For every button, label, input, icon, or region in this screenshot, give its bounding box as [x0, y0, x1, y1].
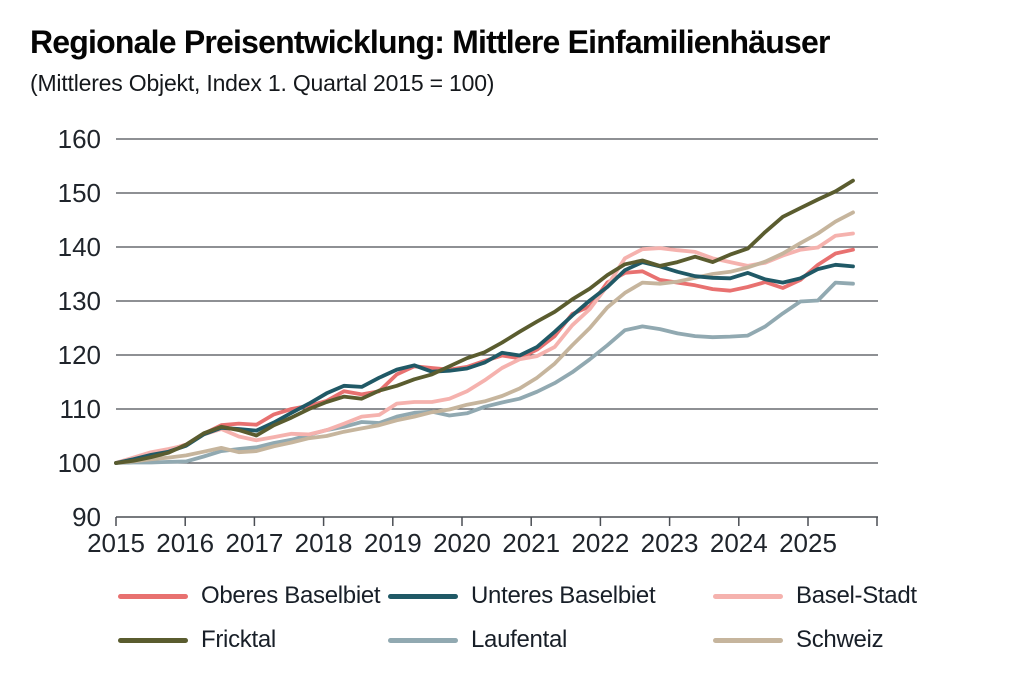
x-tick-label-2020: 2020 [433, 528, 491, 558]
x-tick-label-2019: 2019 [364, 528, 422, 558]
series-line-fricktal [114, 178, 855, 465]
y-tick-label-110: 110 [60, 394, 101, 424]
y-tick-label-90: 90 [72, 502, 101, 532]
x-tick-label-2024: 2024 [710, 528, 768, 558]
legend-label-basel-stadt: Basel-Stadt [796, 582, 917, 609]
y-tick-label-120: 120 [58, 340, 101, 370]
series-line-schweiz [114, 210, 855, 465]
legend-swatch-fricktal [118, 637, 188, 643]
y-tick-label-100: 100 [58, 448, 101, 478]
chart-subtitle: (Mittleres Objekt, Index 1. Quartal 2015… [30, 70, 495, 96]
x-tick-label-2018: 2018 [295, 528, 353, 558]
legend-item-schweiz: Schweiz [713, 626, 978, 654]
legend-item-oberes-baselbiet: Oberes Baselbiet [118, 582, 388, 610]
legend-swatch-basel-stadt [713, 593, 783, 599]
chart-legend: Oberes Baselbiet Unteres Baselbiet Basel-S… [118, 582, 978, 654]
y-tick-label-150: 150 [58, 178, 101, 208]
legend-item-laufental: Laufental [388, 626, 713, 654]
series-line-basel-stadt [114, 231, 855, 465]
x-tick-label-2023: 2023 [641, 528, 699, 558]
chart-title: Regionale Preisentwicklung: Mittlere Ein… [30, 24, 830, 60]
legend-item-basel-stadt: Basel-Stadt [713, 582, 978, 610]
x-tick-label-2025: 2025 [779, 528, 837, 558]
x-tick-label-2021: 2021 [502, 528, 560, 558]
x-tick-label-2016: 2016 [156, 528, 214, 558]
x-tick-label-2022: 2022 [571, 528, 629, 558]
legend-swatch-laufental [388, 637, 458, 643]
legend-label-schweiz: Schweiz [796, 626, 884, 653]
y-tick-label-140: 140 [58, 232, 101, 262]
legend-label-fricktal: Fricktal [201, 626, 276, 653]
legend-swatch-schweiz [713, 637, 783, 643]
legend-swatch-unteres-baselbiet [388, 593, 458, 599]
legend-swatch-oberes-baselbiet [118, 593, 188, 599]
series-line-laufental [114, 280, 855, 465]
legend-label-oberes-baselbiet: Oberes Baselbiet [201, 582, 381, 609]
y-tick-label-130: 130 [58, 286, 101, 316]
y-tick-label-160: 160 [58, 124, 101, 154]
legend-item-fricktal: Fricktal [118, 626, 388, 654]
x-tick-label-2015: 2015 [87, 528, 145, 558]
legend-label-laufental: Laufental [471, 626, 568, 653]
legend-label-unteres-baselbiet: Unteres Baselbiet [471, 582, 656, 609]
x-tick-label-2017: 2017 [225, 528, 283, 558]
legend-item-unteres-baselbiet: Unteres Baselbiet [388, 582, 713, 610]
